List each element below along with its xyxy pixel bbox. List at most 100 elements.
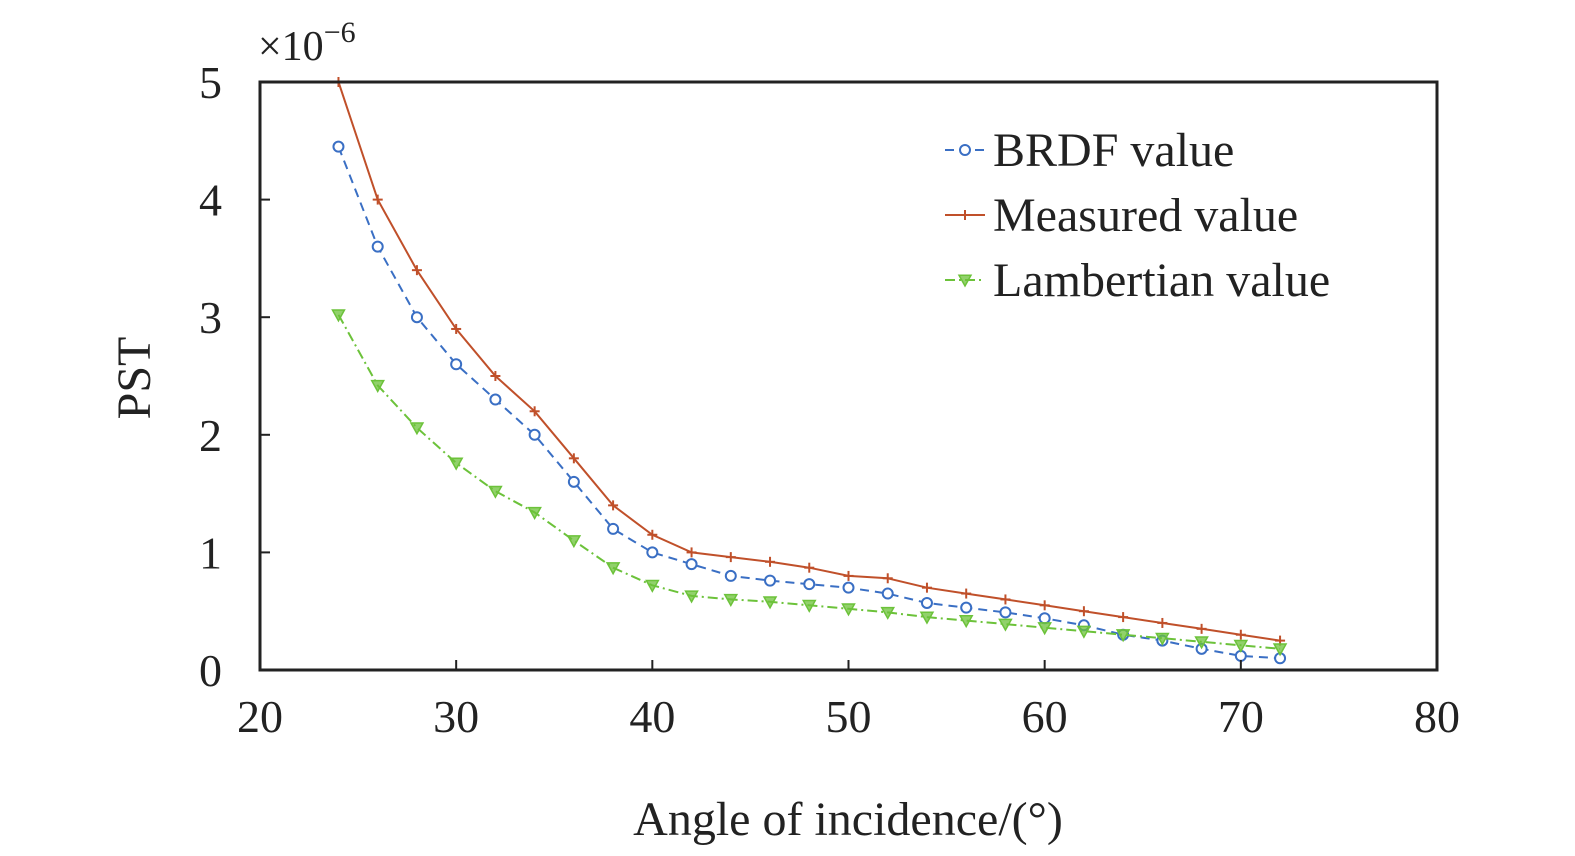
series-0 [332,140,1287,665]
y-tick-label: 1 [199,527,222,578]
data-point [1038,612,1051,625]
data-point [410,311,423,324]
data-point [804,562,815,573]
data-point [647,529,658,540]
data-point [1076,625,1092,639]
data-point [841,603,856,617]
data-point [608,500,619,511]
data-point [451,323,462,334]
data-point [1194,636,1209,650]
data-point [998,618,1013,632]
data-point [920,596,933,609]
data-point [1115,629,1131,643]
data-point [372,194,383,205]
y-multiplier-base: ×10 [258,24,324,70]
data-point [490,371,501,381]
data-point [1039,600,1050,611]
data-point [645,579,660,593]
data-point [919,611,935,625]
data-point [959,144,971,156]
x-tick-label: 80 [1414,691,1460,742]
data-point [961,588,972,599]
data-point [765,556,776,567]
data-point [960,210,970,220]
data-point [1155,632,1170,646]
y-tick-label: 2 [199,410,222,461]
legend-item: BRDF value [945,124,1234,177]
data-point [1037,622,1052,636]
data-point [764,574,777,587]
data-point [607,522,620,535]
data-point [527,506,542,520]
legend-label: Measured value [993,189,1298,242]
y-axis-multiplier: ×10−6 [258,16,356,70]
data-point [958,615,974,629]
data-point [450,358,463,371]
y-multiplier-exponent: −6 [324,16,356,49]
data-point [370,379,385,393]
data-point [488,485,503,499]
x-axis-label: Angle of incidence/(°) [633,793,1063,846]
data-point [957,274,973,288]
data-point [331,309,346,323]
data-point [489,393,502,406]
data-point [1233,639,1249,653]
series-2 [331,309,1288,657]
data-point [1118,612,1129,623]
legend: BRDF value Measured value Lambertian value [945,124,1330,307]
data-point [568,453,579,464]
x-tick-label: 70 [1218,691,1264,742]
y-tick-label: 4 [199,175,222,226]
data-point [409,422,425,436]
legend-label: BRDF value [993,124,1234,177]
data-point [566,535,582,549]
data-point [921,582,932,593]
data-point [725,552,736,563]
data-point [881,587,894,600]
data-point [567,475,580,488]
data-point [332,140,345,153]
data-point [842,581,855,594]
y-axis-label: PST [108,337,161,420]
data-point [1235,629,1246,640]
data-point [411,265,422,276]
data-point [724,569,737,582]
series-line [337,314,1281,650]
data-point [723,593,739,607]
data-point [529,406,540,417]
series-1 [333,77,1286,646]
data-point [605,562,621,576]
data-point [762,596,778,610]
data-point [1272,643,1288,657]
data-point [880,606,896,620]
x-tick-label: 40 [629,691,675,742]
x-tick-label: 60 [1022,691,1068,742]
legend-label: Lambertian value [993,254,1330,307]
data-point [960,601,973,614]
y-tick-label: 5 [199,57,222,108]
y-tick-label: 0 [199,645,222,696]
data-point [448,457,464,471]
data-point [528,428,541,441]
data-point [843,570,854,581]
data-point [801,599,817,613]
chart-marks [331,77,1288,665]
data-point [686,547,697,558]
x-tick-label: 50 [826,691,872,742]
data-point [646,546,659,559]
data-point [999,606,1012,619]
legend-item: Lambertian value [945,254,1330,307]
data-point [1000,594,1011,605]
data-point [684,590,699,604]
data-point [1196,623,1207,634]
legend-item: Measured value [945,189,1298,242]
data-point [882,573,893,584]
x-tick-label: 20 [237,691,283,742]
axis-ticks: 20 30 40 50 60 70 80 0 1 2 3 4 5 [199,57,1460,742]
data-point [685,558,698,571]
y-tick-label: 3 [199,292,222,343]
data-point [1078,606,1089,617]
data-point [371,240,384,253]
data-point [1157,617,1168,628]
